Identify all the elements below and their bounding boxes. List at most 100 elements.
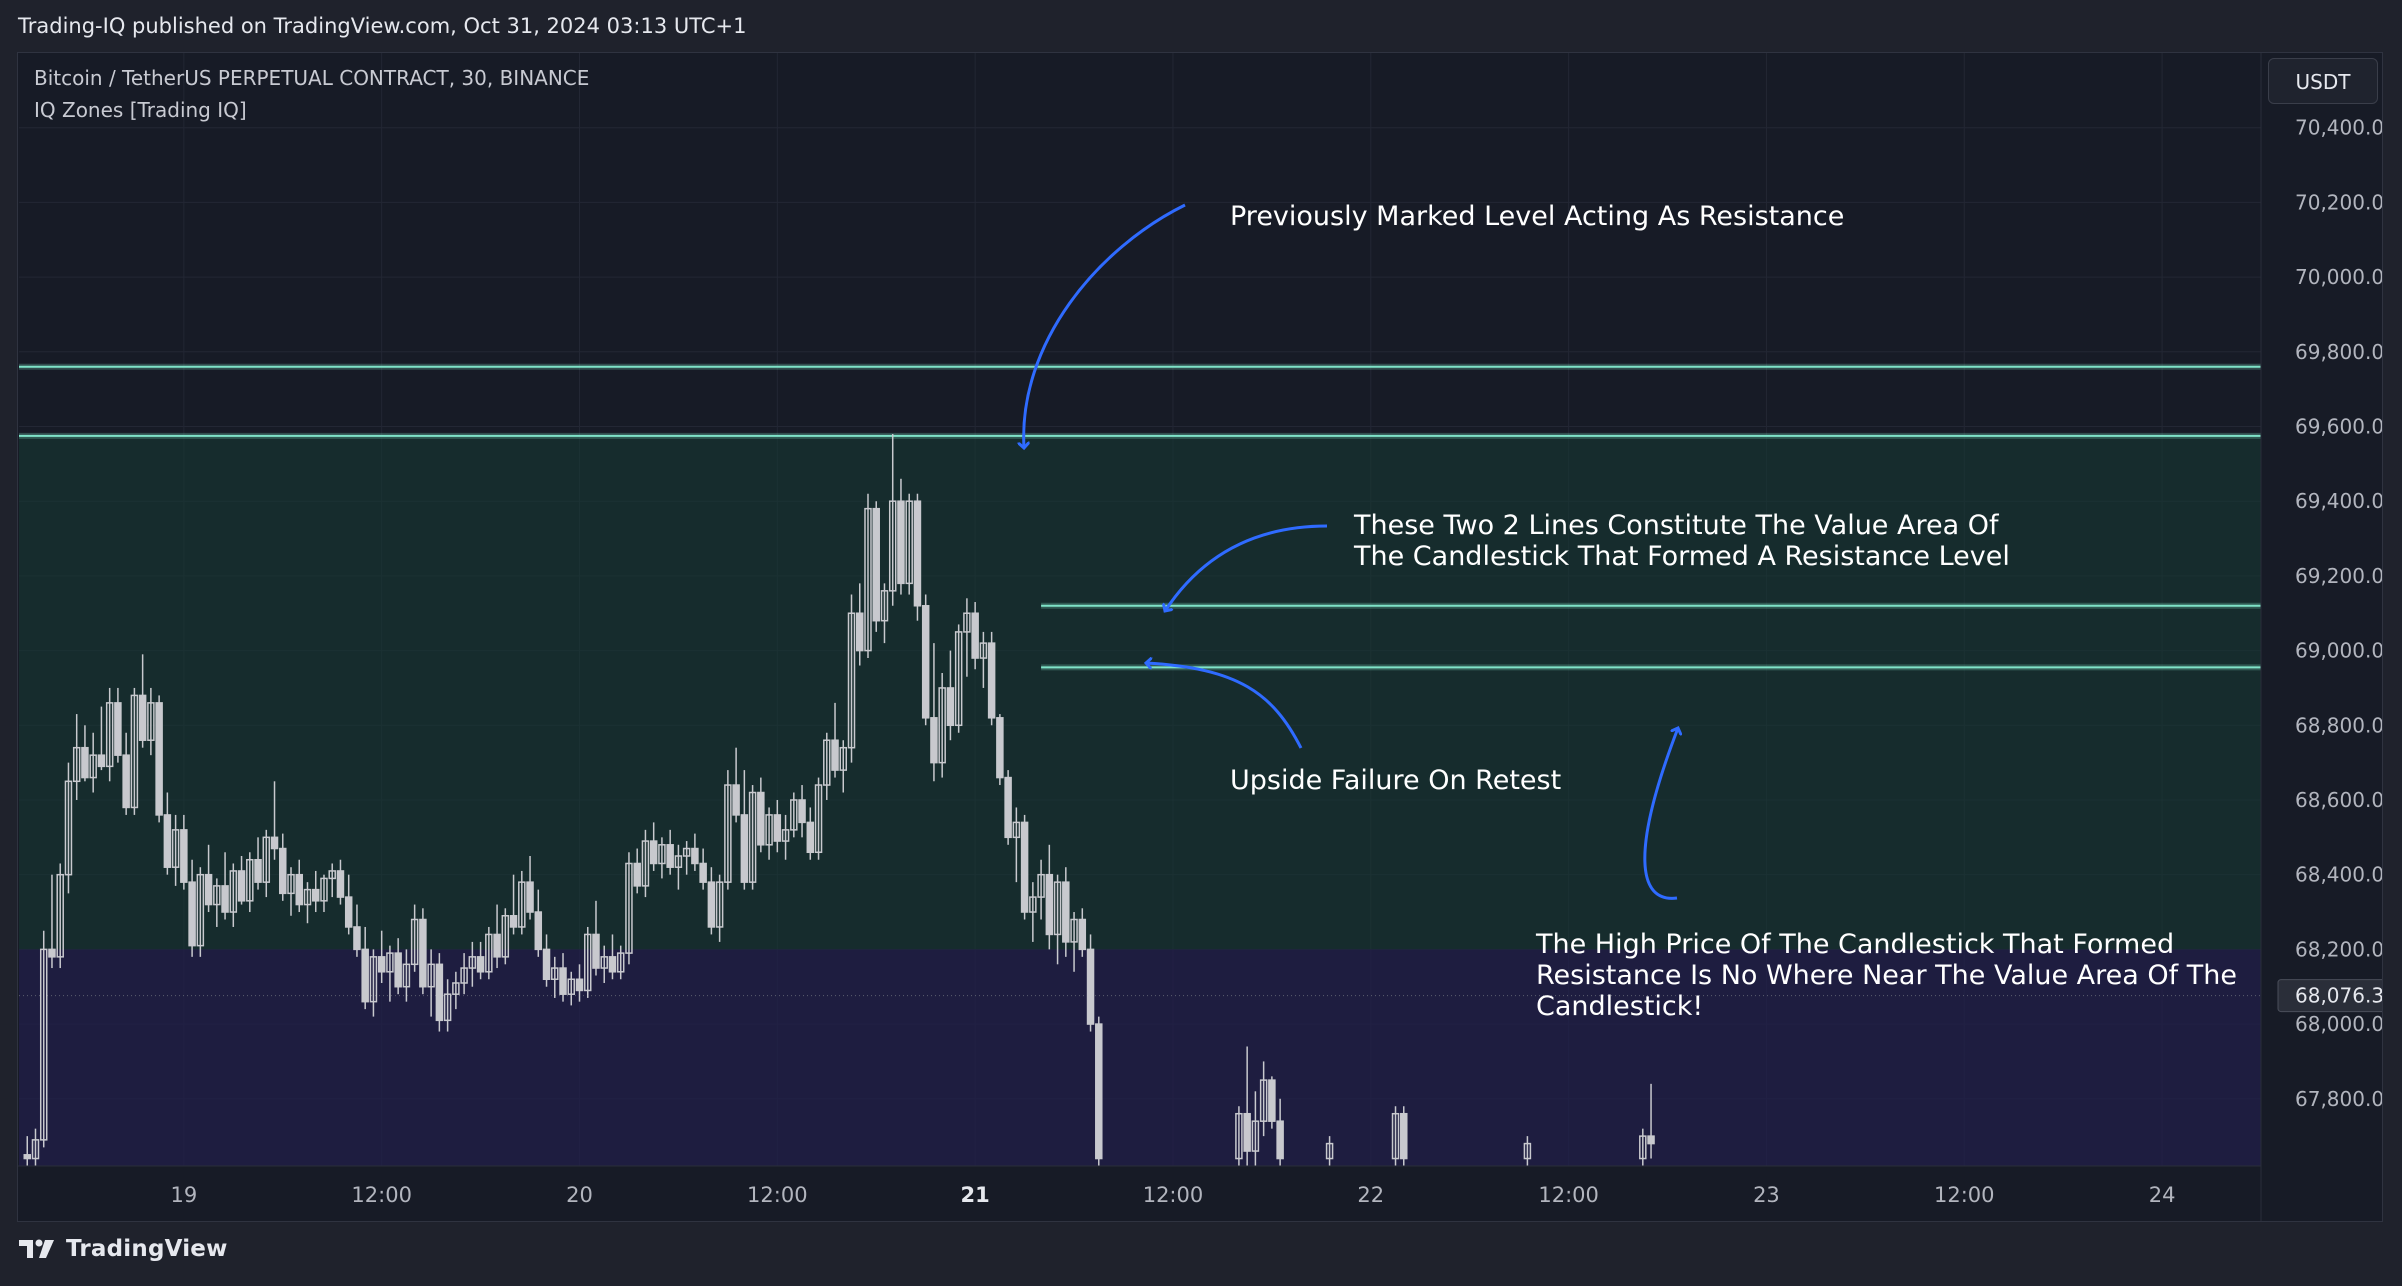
candle bbox=[493, 904, 501, 969]
candle-body bbox=[72, 746, 81, 783]
candle bbox=[1251, 1091, 1260, 1166]
candle-body bbox=[1243, 1112, 1251, 1152]
candle bbox=[888, 433, 897, 606]
candle-body bbox=[311, 888, 320, 902]
candles bbox=[23, 433, 1655, 1166]
candle-body bbox=[287, 873, 295, 895]
candle-body bbox=[575, 978, 584, 992]
candle bbox=[946, 650, 955, 741]
candle-body bbox=[229, 870, 238, 913]
candle bbox=[847, 594, 856, 763]
candle bbox=[880, 583, 889, 644]
candle bbox=[427, 949, 435, 1017]
candle bbox=[105, 687, 114, 782]
candle-body bbox=[748, 791, 757, 883]
candle-body bbox=[897, 500, 905, 585]
candle-body bbox=[460, 967, 468, 984]
annotation-high-price-line-2: Resistance Is No Where Near The Value Ar… bbox=[1536, 960, 2237, 991]
candle bbox=[831, 702, 839, 778]
candle bbox=[773, 799, 782, 853]
annotation-high-price-line-3: Candlestick! bbox=[1536, 991, 1704, 1022]
candle bbox=[476, 941, 485, 980]
candle-body bbox=[295, 873, 303, 906]
candle bbox=[856, 583, 864, 666]
time-tick-label: 23 bbox=[1753, 1183, 1780, 1207]
candle-body bbox=[1523, 1142, 1532, 1160]
candle bbox=[748, 785, 757, 890]
candle bbox=[625, 852, 633, 965]
time-tick-label: 12:00 bbox=[351, 1183, 412, 1207]
candle bbox=[814, 777, 823, 860]
annotation-failure: Upside Failure On Retest bbox=[1230, 765, 1562, 796]
candle bbox=[765, 807, 773, 860]
candle bbox=[328, 863, 336, 898]
candle-body bbox=[410, 918, 419, 966]
candle-body bbox=[336, 870, 345, 898]
candle-body bbox=[476, 956, 485, 973]
candle-body bbox=[551, 967, 559, 981]
candle-body bbox=[501, 915, 510, 958]
value-area-arrow bbox=[1165, 524, 1328, 611]
candle bbox=[798, 785, 806, 838]
axes: 70,400.0 70,200.0 70,000.0 69,800.0 69,600.0… bbox=[18, 53, 2382, 1221]
candle-body bbox=[616, 952, 625, 973]
candle bbox=[180, 814, 188, 890]
time-tick-label: 12:00 bbox=[1934, 1183, 1995, 1207]
candle-body bbox=[180, 829, 188, 883]
candle bbox=[1243, 1046, 1251, 1166]
candle-body bbox=[97, 754, 106, 768]
candle-body bbox=[468, 956, 477, 969]
candle bbox=[930, 643, 938, 782]
candle-body bbox=[633, 862, 641, 887]
candle-body bbox=[790, 799, 798, 831]
candle-body bbox=[608, 956, 617, 973]
candle-body bbox=[361, 948, 369, 1003]
candle bbox=[262, 829, 271, 898]
chart-frame[interactable]: 70,400.0 70,200.0 70,000.0 69,800.0 69,600.0… bbox=[17, 52, 2383, 1222]
candle-body bbox=[377, 956, 386, 973]
candle-body bbox=[888, 500, 897, 592]
symbol-title[interactable]: Bitcoin / TetherUS PERPETUAL CONTRACT, 3… bbox=[34, 66, 590, 90]
candle bbox=[468, 941, 477, 987]
candle-body bbox=[1259, 1079, 1268, 1122]
candle bbox=[81, 725, 89, 782]
candle bbox=[97, 706, 106, 771]
candle bbox=[23, 1136, 31, 1166]
candle-body bbox=[559, 967, 567, 995]
candle bbox=[732, 747, 740, 823]
time-tick-label: 22 bbox=[1357, 1183, 1384, 1207]
candle bbox=[460, 953, 468, 995]
candle bbox=[320, 874, 328, 913]
candle-body bbox=[1400, 1112, 1408, 1160]
time-tick-label: 21 bbox=[961, 1183, 990, 1207]
candle-body bbox=[583, 933, 592, 992]
candle bbox=[138, 654, 147, 748]
time-tick-label: 20 bbox=[566, 1183, 593, 1207]
candle-body bbox=[872, 507, 880, 622]
annotation-high-price-line-1: The High Price Of The Candlestick That F… bbox=[1536, 929, 2175, 960]
candle-body bbox=[979, 642, 988, 659]
currency-button[interactable]: USDT bbox=[2268, 58, 2378, 104]
candle bbox=[122, 732, 130, 815]
candle bbox=[1070, 912, 1078, 972]
candle bbox=[1647, 1083, 1655, 1159]
candle-body bbox=[649, 840, 658, 865]
candle-body bbox=[781, 829, 790, 842]
candle bbox=[377, 930, 386, 983]
candle bbox=[707, 867, 716, 935]
candle bbox=[658, 837, 666, 879]
candle bbox=[386, 945, 394, 1002]
chart-canvas[interactable]: 70,400.0 70,200.0 70,000.0 69,800.0 69,600.0… bbox=[18, 53, 2382, 1221]
candle bbox=[279, 833, 287, 901]
candle bbox=[443, 979, 452, 1032]
indicator-title[interactable]: IQ Zones [Trading IQ] bbox=[34, 98, 247, 122]
candle bbox=[1037, 859, 1045, 920]
footer-logo[interactable]: TradingView bbox=[18, 1236, 228, 1262]
candle bbox=[608, 934, 617, 980]
candle-body bbox=[1078, 918, 1087, 951]
candle bbox=[938, 672, 946, 778]
candle-body bbox=[913, 500, 922, 607]
candle-body bbox=[23, 1154, 31, 1160]
candle bbox=[1045, 844, 1054, 950]
time-tick-label: 12:00 bbox=[1143, 1183, 1204, 1207]
